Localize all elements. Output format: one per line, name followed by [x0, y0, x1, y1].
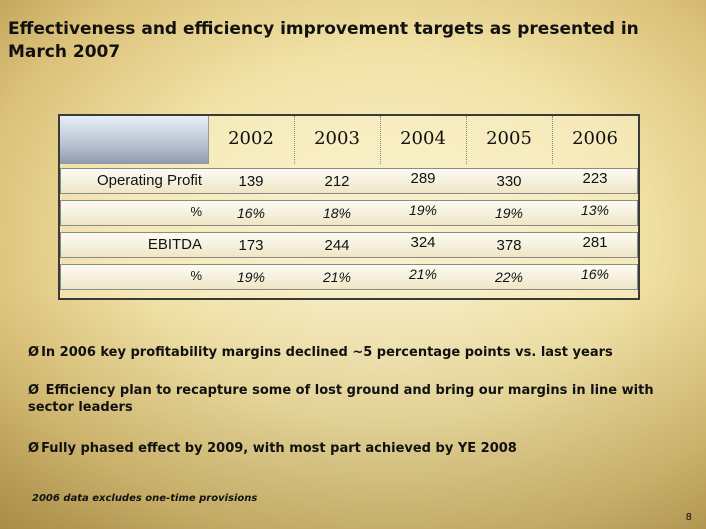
table-cell: 13% [580, 202, 610, 218]
table-cell: 289 [410, 170, 436, 187]
table-cell: 139 [238, 173, 264, 190]
table-cell: 378 [496, 237, 522, 254]
column-separator [466, 116, 467, 164]
bullet-text: Fully phased effect by 2009, with most p… [41, 441, 517, 456]
table-cell: 22% [494, 269, 524, 285]
bullet-text: Efficiency plan to recapture some of los… [28, 383, 654, 415]
footnote: 2006 data excludes one-time provisions [32, 493, 258, 504]
table-header-corner [60, 116, 209, 164]
bullet-item: Ø Efficiency plan to recapture some of l… [28, 382, 676, 416]
table-cell: 244 [324, 237, 350, 254]
table-cell: 19% [236, 269, 266, 285]
row-label-percent: % [190, 204, 202, 219]
table-cell: 19% [408, 202, 438, 218]
targets-table: 2002 2003 2004 2005 2006 Operating Profi… [58, 114, 640, 300]
column-separator [380, 116, 381, 164]
column-separator [294, 116, 295, 164]
column-separator [552, 116, 553, 164]
row-label-operating-profit: Operating Profit [96, 172, 202, 189]
table-cell: 16% [236, 205, 266, 221]
page-number: 8 [685, 512, 692, 523]
table-row-op-margin [60, 200, 638, 226]
table-cell: 330 [496, 173, 522, 190]
table-cell: 212 [324, 173, 350, 190]
table-row-ebitda [60, 232, 638, 258]
table-cell: 21% [408, 266, 438, 282]
bullet-text: In 2006 key profitability margins declin… [41, 345, 613, 360]
row-label-percent: % [190, 268, 202, 283]
bullet-item: Ø Fully phased effect by 2009, with most … [28, 440, 688, 457]
table-cell: 324 [410, 234, 436, 251]
table-row-operating-profit [60, 168, 638, 194]
year-header: 2004 [400, 128, 446, 149]
row-label-ebitda: EBITDA [147, 236, 202, 253]
table-cell: 173 [238, 237, 264, 254]
year-header: 2003 [314, 128, 360, 149]
table-cell: 19% [494, 205, 524, 221]
bullet-item: Ø In 2006 key profitability margins decli… [28, 344, 688, 361]
year-header: 2005 [486, 128, 532, 149]
year-header: 2002 [228, 128, 274, 149]
arrow-bullet-icon: Ø [28, 383, 40, 398]
arrow-bullet-icon: Ø [28, 345, 40, 360]
table-row-ebitda-margin [60, 264, 638, 290]
slide-title: Effectiveness and efficiency improvement… [8, 19, 639, 62]
table-cell: 223 [582, 170, 608, 187]
table-cell: 16% [580, 266, 610, 282]
table-cell: 21% [322, 269, 352, 285]
arrow-bullet-icon: Ø [28, 441, 40, 456]
year-header: 2006 [572, 128, 618, 149]
table-cell: 18% [322, 205, 352, 221]
background-wheat-field [0, 289, 706, 529]
table-cell: 281 [582, 234, 608, 251]
